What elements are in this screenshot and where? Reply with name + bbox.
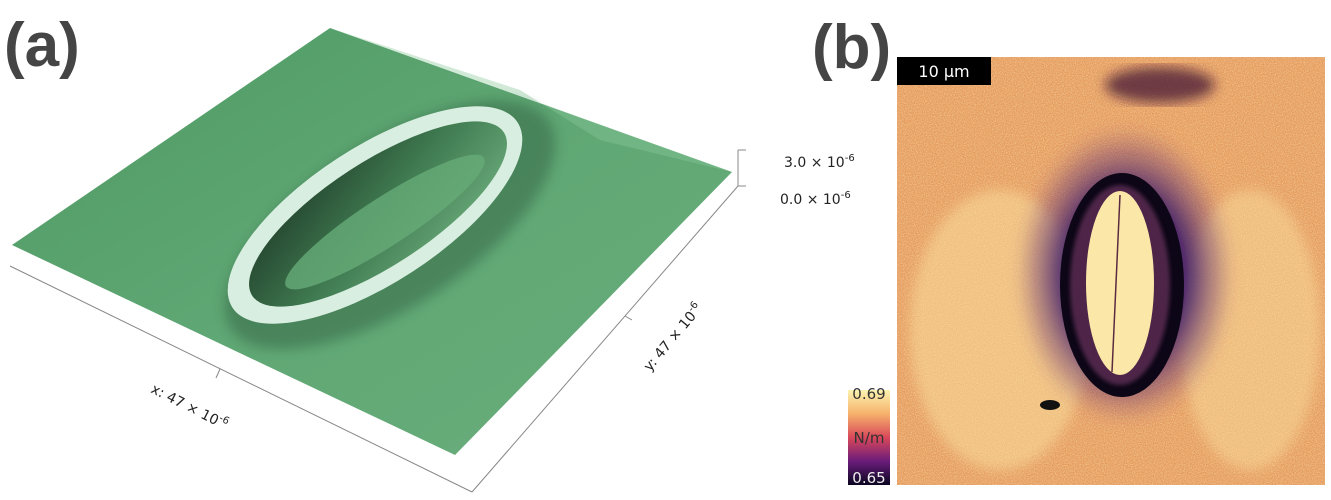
axis-base: y: 47 × 10 [641, 309, 700, 375]
figure: (a) 3.0 × 10-6 0.0 × 10-6 x: 47 × 10-6 y… [0, 0, 1331, 500]
z-tick-label: 0.0 × 10-6 [780, 190, 851, 208]
x-axis-label: x: 47 × 10-6 [148, 380, 231, 434]
z-tick-exponent: -6 [845, 153, 855, 164]
x-tick [216, 369, 220, 378]
panel-label: (b) [812, 13, 891, 82]
colorbar-unit: N/m [854, 429, 885, 447]
z-tick-base: 0.0 × 10 [780, 192, 841, 208]
panel-label: (a) [4, 11, 80, 80]
pore [1086, 191, 1154, 375]
z-tick-label: 3.0 × 10-6 [784, 153, 855, 171]
dark-patch [1105, 67, 1215, 103]
scale-bar-label: 10 µm [918, 62, 969, 81]
z-tick-base: 3.0 × 10 [784, 155, 845, 171]
y-axis-label: y: 47 × 10-6 [639, 300, 706, 375]
y-tick [625, 316, 632, 320]
dark-spot [1040, 400, 1060, 410]
colorbar-max: 0.69 [852, 385, 885, 403]
z-tick-exponent: -6 [841, 190, 851, 201]
panel-b: (b) 10 µm 0.69 N/m 0.65 [812, 13, 1325, 487]
stiffness-map [897, 57, 1325, 485]
panel-a: (a) 3.0 × 10-6 0.0 × 10-6 x: 47 × 10-6 y… [4, 11, 855, 492]
axis-base: x: 47 × 10 [148, 381, 221, 429]
colorbar-min: 0.65 [852, 469, 885, 487]
